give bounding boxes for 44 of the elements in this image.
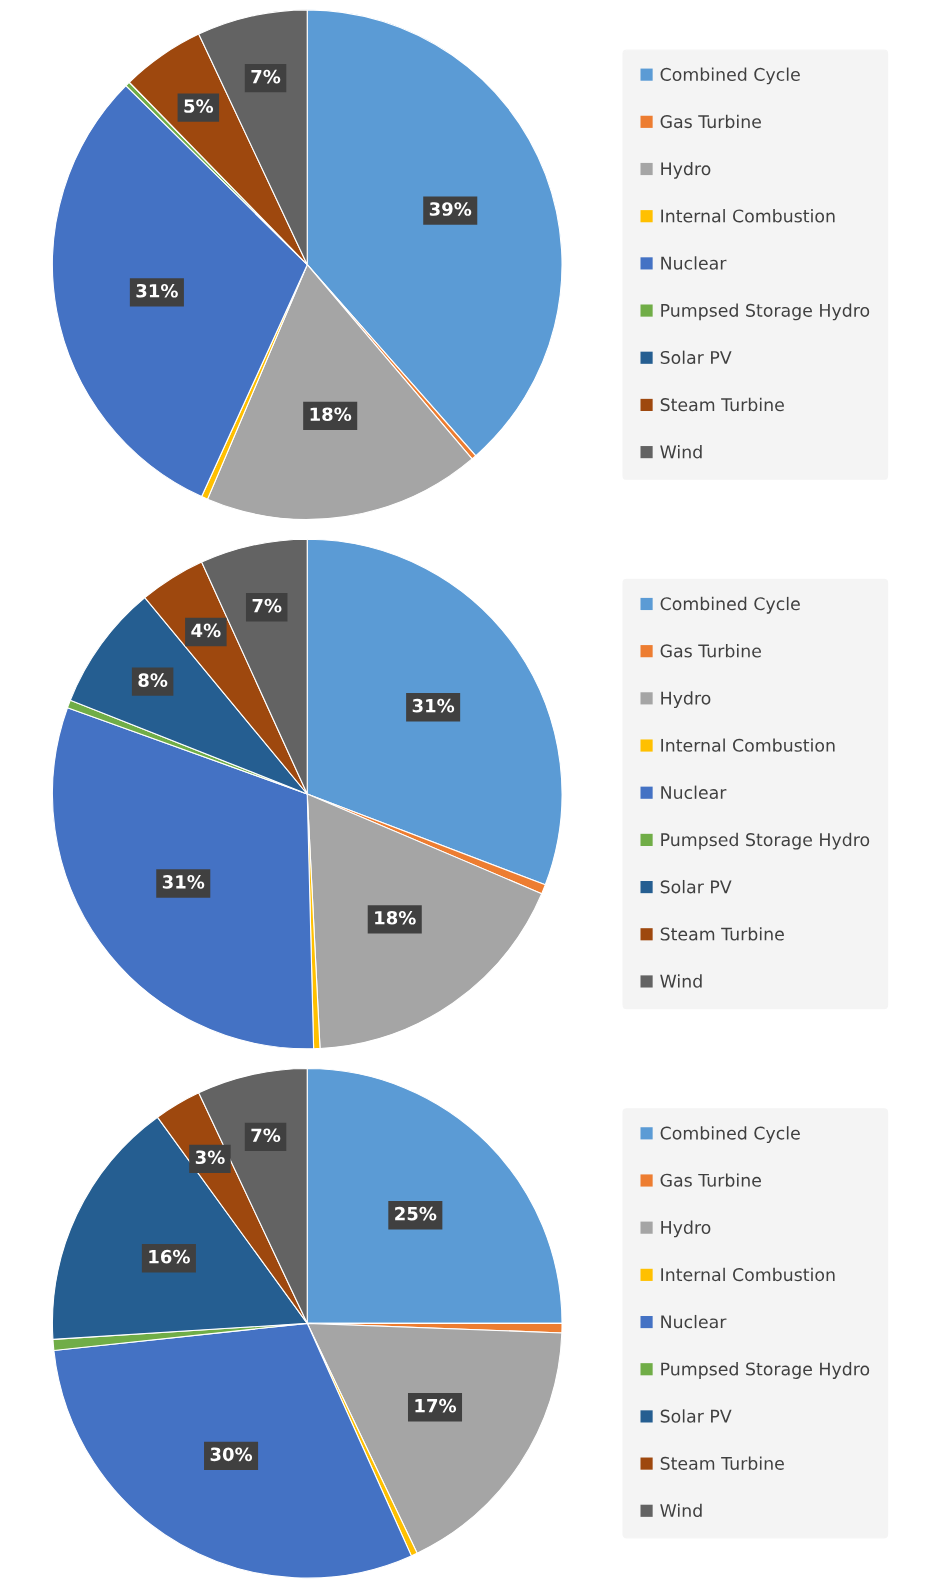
data-label: 31%: [162, 875, 205, 889]
legend-label: Solar PV: [660, 1409, 732, 1423]
legend-label: Gas Turbine: [660, 114, 761, 129]
legend-label: Internal Combustion: [661, 209, 835, 223]
legend-label: Nuclear: [661, 1314, 727, 1329]
legend-label: Solar PV: [660, 350, 732, 365]
legend-label: Pumpsed Storage Hydro: [661, 303, 870, 321]
data-label: 3%: [195, 1150, 225, 1165]
data-label: 25%: [395, 1206, 437, 1221]
data-label: 4%: [191, 623, 221, 638]
data-label: 30%: [210, 1447, 253, 1462]
legend-label: Pumpsed Storage Hydro: [661, 1362, 870, 1379]
data-label: 17%: [415, 1398, 457, 1413]
data-label: 18%: [310, 407, 352, 422]
legend-label: Gas Turbine: [660, 1173, 761, 1187]
legend-label: Steam Turbine: [660, 927, 784, 941]
slice-label: Combined Cycle: [660, 1126, 800, 1143]
legend-label: Steam Turbine: [660, 1456, 784, 1470]
data-label: 7%: [252, 598, 282, 613]
data-label: 5%: [184, 99, 214, 113]
data-label: 8%: [138, 673, 168, 687]
legend-label: Steam Turbine: [660, 397, 784, 412]
legend-label: Combined Cycle: [660, 67, 800, 85]
legend-label: Wind: [660, 445, 702, 459]
legend-label: Gas Turbine: [660, 644, 761, 658]
legend-label: Hydro: [661, 691, 711, 709]
legend-label: Solar PV: [660, 879, 732, 894]
legend-label: Wind: [660, 974, 702, 988]
legend-label: Pumpsed Storage Hydro: [661, 832, 870, 850]
data-label: 7%: [251, 69, 281, 84]
legend-label: Nuclear: [661, 785, 727, 800]
legend-label: Hydro: [661, 161, 711, 179]
legend-label: Nuclear: [661, 256, 727, 270]
slice-label: Combined Cycle: [660, 596, 800, 614]
data-label: 31%: [136, 283, 178, 298]
legend-label: Internal Combustion: [661, 738, 835, 752]
data-label: 31%: [412, 698, 455, 713]
data-label: 18%: [375, 910, 416, 925]
legend-label: Wind: [660, 1503, 702, 1518]
data-label: 7%: [251, 1128, 281, 1143]
data-label: 39%: [429, 202, 472, 216]
data-label: 16%: [149, 1249, 190, 1264]
legend-label: Hydro: [661, 1220, 711, 1238]
legend-label: Internal Combustion: [661, 1267, 835, 1282]
